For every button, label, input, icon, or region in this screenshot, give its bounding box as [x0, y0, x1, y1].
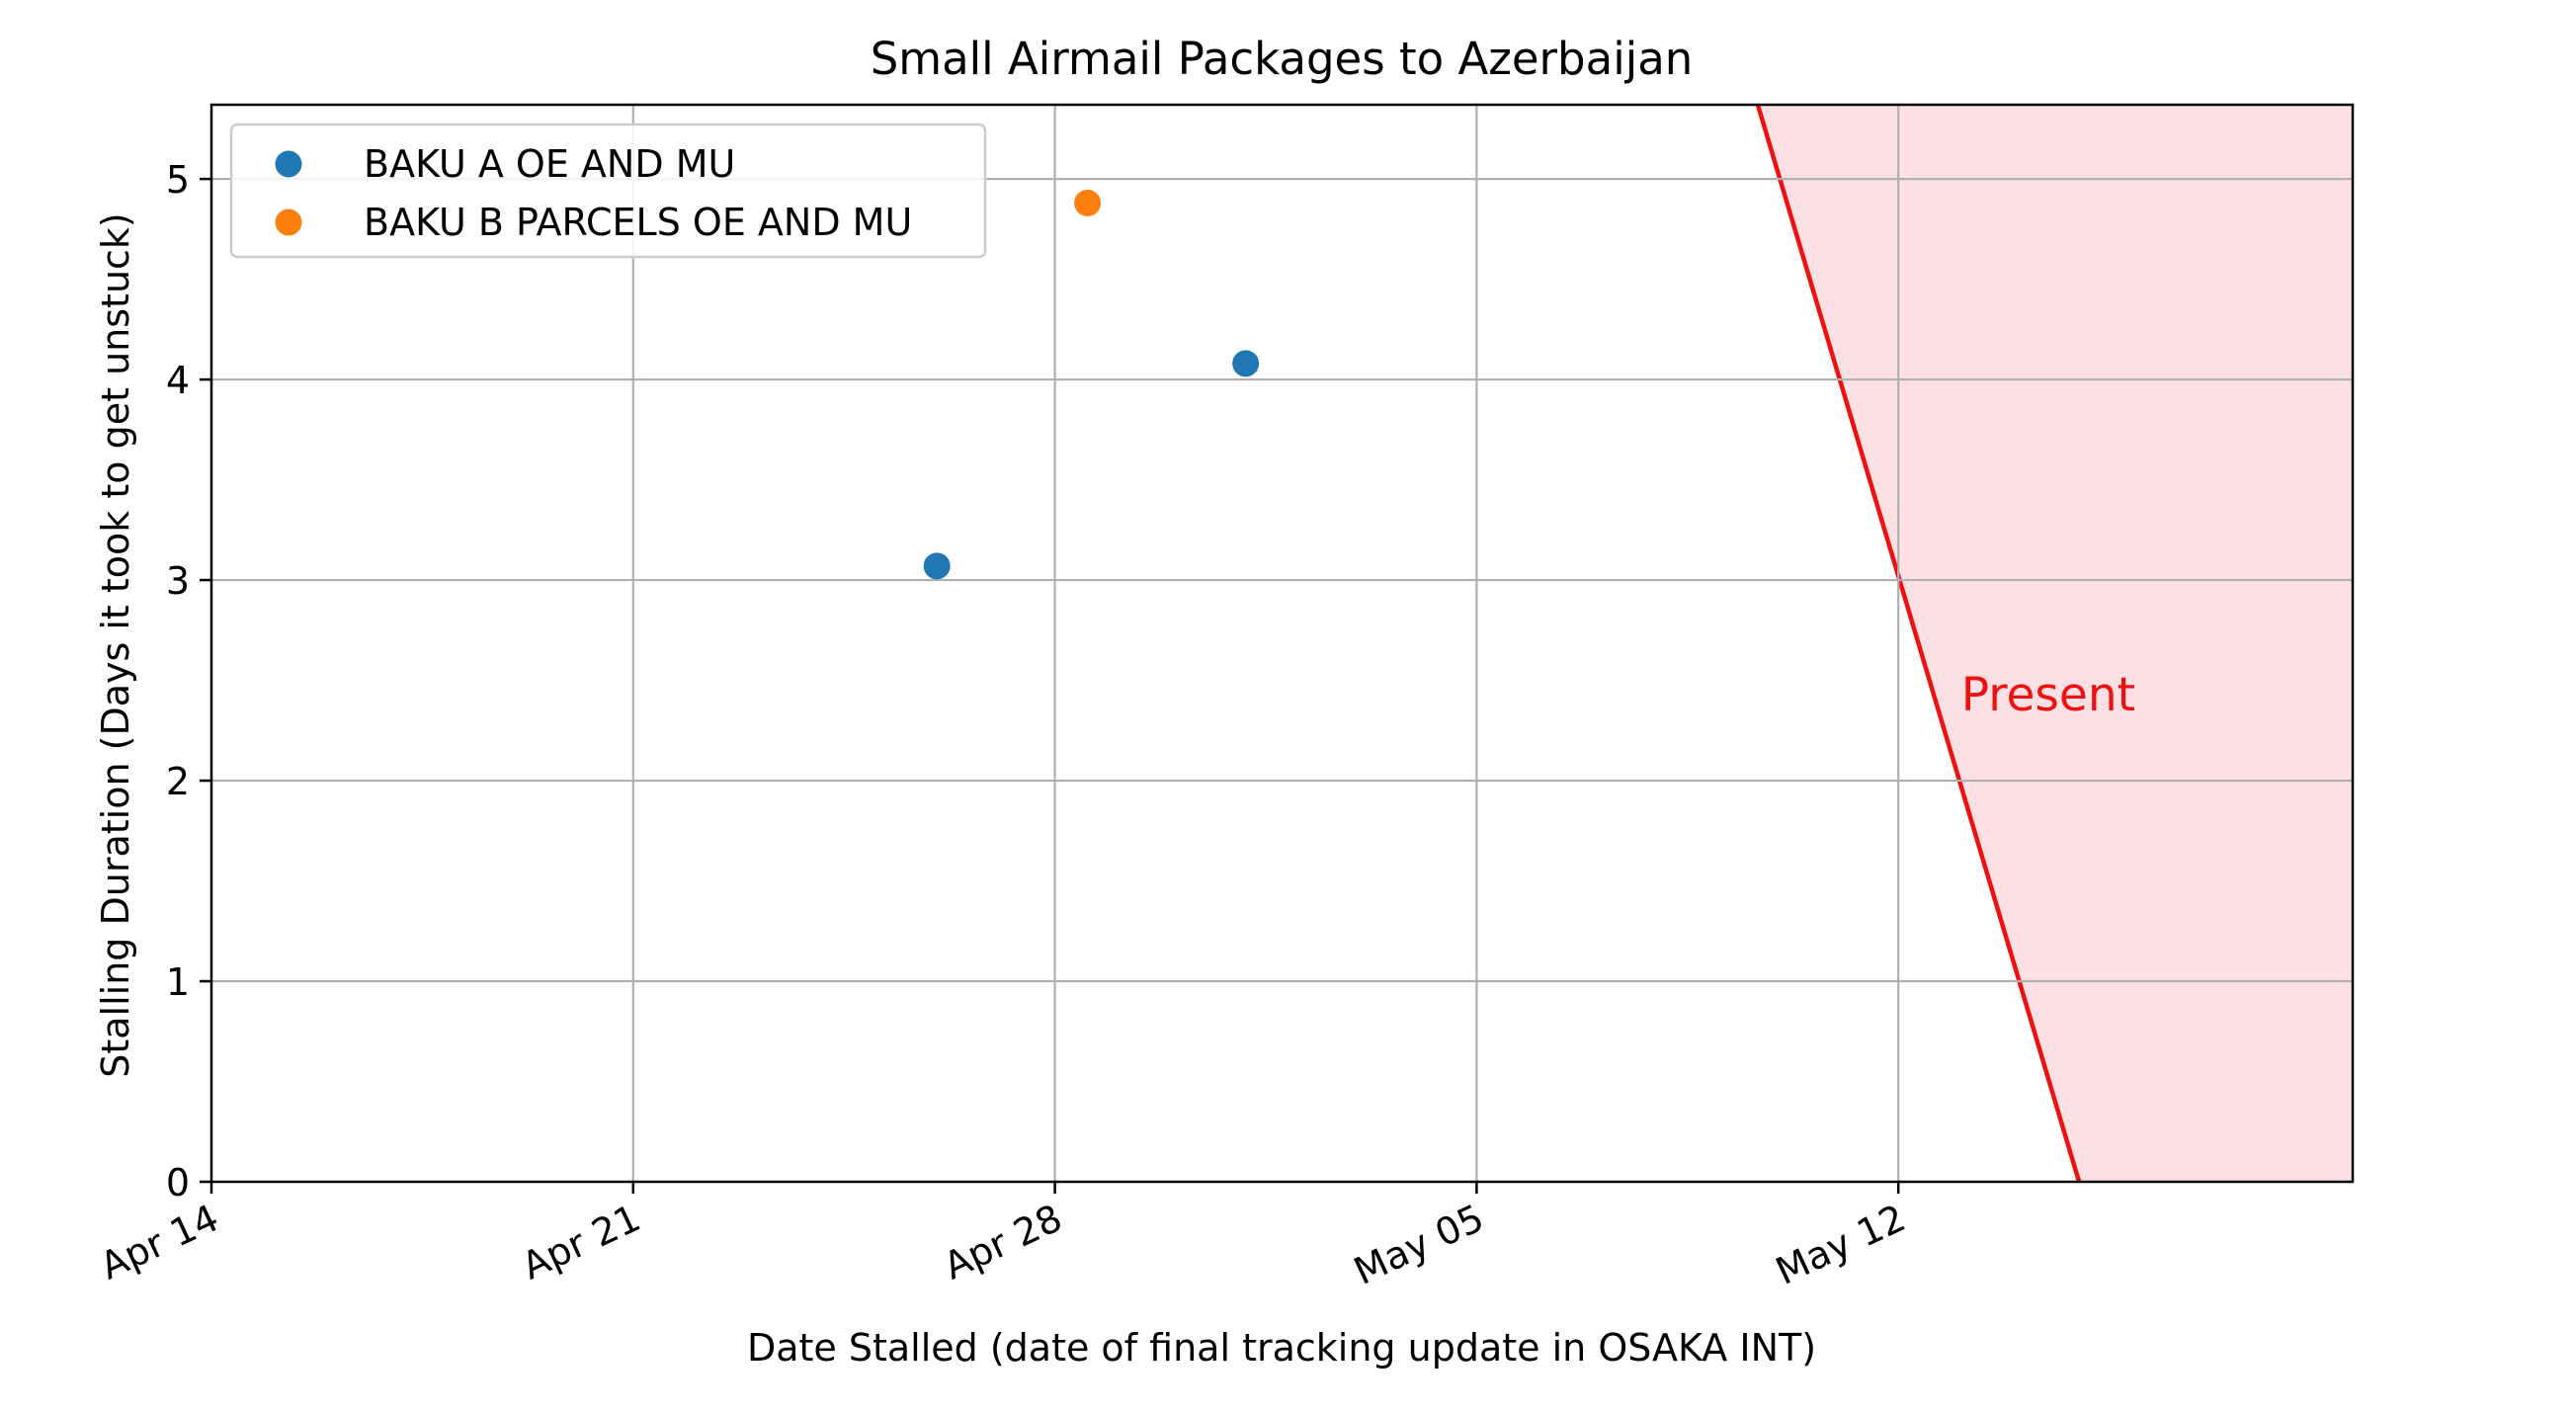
- data-points: [923, 189, 1260, 580]
- y-axis-label: Stalling Duration (Days it took to get u…: [94, 212, 137, 1078]
- y-tick-label: 3: [166, 559, 190, 603]
- legend-box: [229, 123, 987, 259]
- y-tick-label: 1: [166, 960, 190, 1004]
- data-point: [1074, 189, 1102, 216]
- present-shaded-area: [1757, 105, 2353, 1182]
- legend-marker: [275, 208, 302, 236]
- present-region: [1755, 104, 2353, 1183]
- data-point: [923, 552, 951, 580]
- legend-label: BAKU A OE AND MU: [364, 142, 735, 186]
- y-tick-label: 5: [166, 158, 190, 202]
- y-tick-label: 0: [166, 1161, 190, 1205]
- chart-title: Small Airmail Packages to Azerbaijan: [871, 33, 1694, 85]
- x-axis-label: Date Stalled (date of final tracking upd…: [747, 1326, 1816, 1370]
- y-tick-label: 2: [166, 760, 190, 803]
- y-tick-label: 4: [166, 359, 190, 402]
- present-label: Present: [1961, 668, 2135, 722]
- plot-frame: [209, 103, 2355, 1184]
- data-point: [1232, 350, 1260, 377]
- legend-marker: [275, 150, 302, 178]
- chart-labels: Small Airmail Packages to Azerbaijan Dat…: [94, 33, 2135, 1370]
- present-line: [1755, 104, 2082, 1183]
- legend-label: BAKU B PARCELS OE AND MU: [364, 201, 912, 244]
- legend: BAKU A OE AND MU BAKU B PARCELS OE AND MU: [229, 123, 987, 259]
